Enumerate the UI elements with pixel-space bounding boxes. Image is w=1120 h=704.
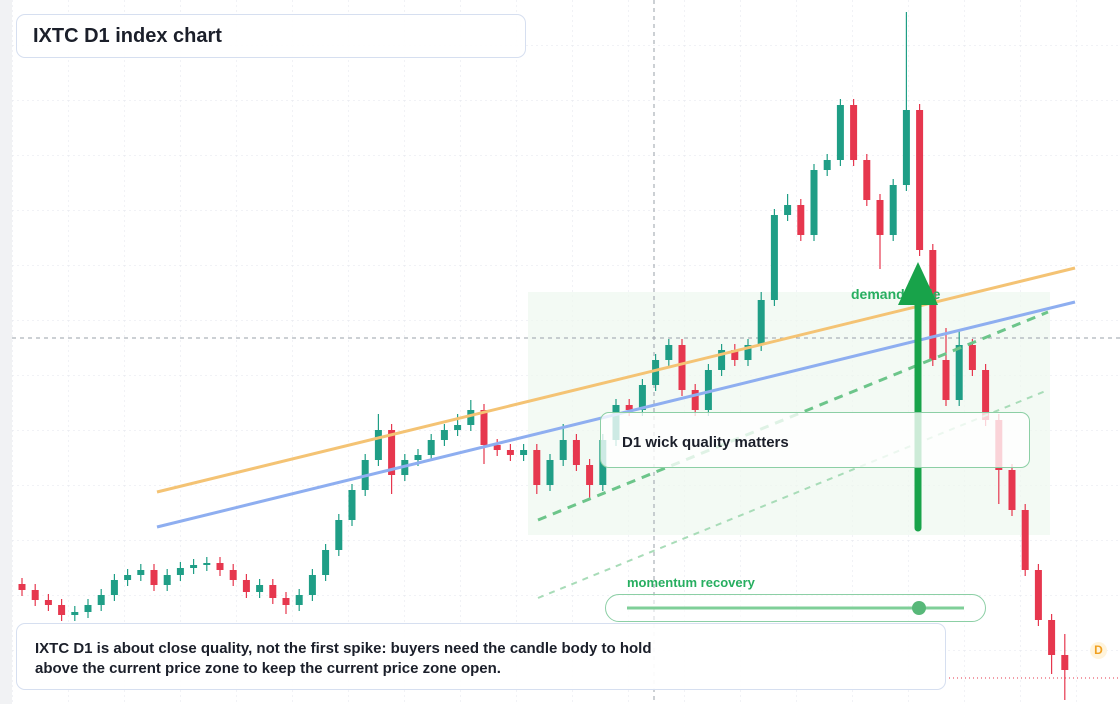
candle-body (520, 450, 528, 455)
candle-body (150, 570, 158, 585)
candle-body (1034, 570, 1042, 620)
momentum-label: momentum recovery (627, 575, 755, 590)
candle-body (744, 345, 752, 360)
candle-body (256, 585, 264, 592)
slider-knob (912, 601, 926, 615)
candle-body (322, 550, 330, 575)
candle-body (454, 425, 462, 430)
candle-body (1061, 655, 1069, 670)
title-box: IXTC D1 index chart (16, 14, 526, 58)
candle-body (203, 563, 211, 565)
candle-body (335, 520, 343, 550)
candle-body (797, 205, 805, 235)
candle-body (84, 605, 92, 612)
candle-body (374, 430, 382, 460)
candle-body (916, 110, 924, 250)
candle-body (784, 205, 792, 215)
candle-body (678, 345, 686, 390)
candle-body (282, 598, 290, 605)
candle-body (1048, 620, 1056, 655)
candle-body (1021, 510, 1029, 570)
annotation-label: demand slide (851, 286, 941, 302)
left-strip (0, 0, 12, 704)
candle-body (269, 585, 277, 598)
candle-body (295, 595, 303, 605)
candle-body (691, 390, 699, 410)
candle-body (704, 370, 712, 410)
note-text: IXTC D1 is about close quality, not the … (35, 640, 652, 677)
momentum-slider (627, 601, 964, 615)
candle-body (216, 563, 224, 570)
candles (18, 12, 1069, 700)
candle-body (929, 250, 937, 360)
candle-body (414, 455, 422, 460)
badge: D (1090, 642, 1107, 659)
candle-body (31, 590, 39, 600)
candle-body (97, 595, 105, 605)
candle-body (572, 440, 580, 465)
candle-body (757, 300, 765, 345)
candle-body (665, 345, 673, 360)
candle-body (18, 584, 26, 590)
candle-body (546, 460, 554, 485)
candle-body (110, 580, 118, 595)
candle-body (942, 360, 950, 400)
candle-body (427, 440, 435, 455)
candle-body (625, 405, 633, 410)
candle-body (71, 612, 79, 615)
candle-body (176, 568, 184, 575)
candle-body (586, 465, 594, 485)
candle-body (823, 160, 831, 170)
candle-body (467, 410, 475, 425)
chart-title: IXTC D1 index chart (33, 25, 222, 47)
candle-body (124, 575, 132, 580)
candle-body (731, 350, 739, 360)
candle-body (889, 185, 897, 235)
candle-body (229, 570, 237, 580)
annotation-box: D1 wick quality matters (600, 412, 1030, 468)
candle-body (242, 580, 250, 592)
candle-body (440, 430, 448, 440)
candle-body (493, 445, 501, 450)
candle-body (388, 430, 396, 475)
candle-body (506, 450, 514, 455)
candle-body (718, 350, 726, 370)
candle-body (348, 490, 356, 520)
candle-body (850, 105, 858, 160)
trend-line-orange (156, 266, 1076, 494)
annotation-text: D1 wick quality matters (622, 434, 789, 451)
candle-body (968, 345, 976, 370)
candle-body (559, 440, 567, 460)
candle-body (480, 410, 488, 445)
candle-body (876, 200, 884, 235)
momentum-box (605, 594, 986, 622)
candle-body (190, 565, 198, 568)
candle-body (836, 105, 844, 160)
candle-body (955, 345, 963, 400)
candle-body (1008, 470, 1016, 510)
candle-body (137, 570, 145, 575)
candle-body (638, 385, 646, 410)
candle-body (863, 160, 871, 200)
candle-body (982, 370, 990, 420)
candle-body (533, 450, 541, 485)
candle-body (810, 170, 818, 235)
candle-body (308, 575, 316, 595)
candle-body (652, 360, 660, 385)
candle-body (770, 215, 778, 300)
note-box: IXTC D1 is about close quality, not the … (16, 623, 946, 690)
candle-body (44, 600, 52, 605)
candle-body (163, 575, 171, 585)
candle-body (902, 110, 910, 185)
candle-body (58, 605, 66, 615)
